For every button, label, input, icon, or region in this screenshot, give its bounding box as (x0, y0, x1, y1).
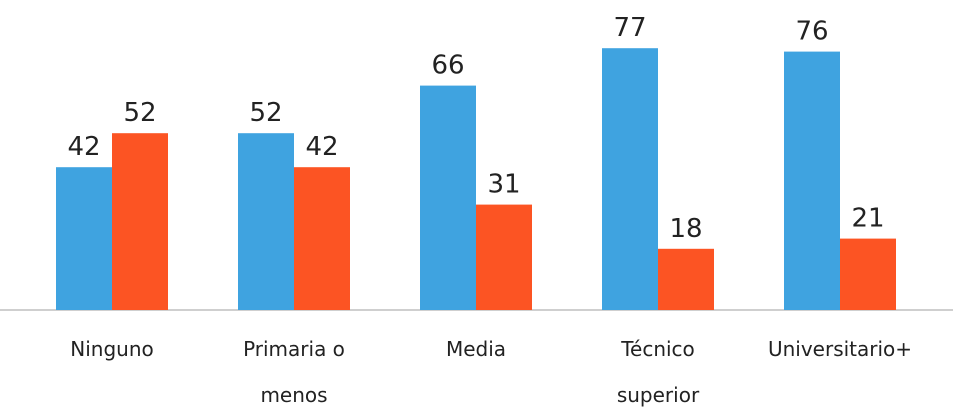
x-tick-label: Técnico superior (616, 337, 700, 407)
value-label: 77 (613, 13, 646, 43)
value-label: 21 (851, 204, 884, 234)
bar (294, 167, 350, 310)
value-label: 31 (487, 170, 520, 200)
value-label: 76 (795, 17, 828, 47)
bar (602, 48, 658, 310)
bar (238, 133, 294, 310)
value-label: 66 (431, 51, 464, 81)
bar (112, 133, 168, 310)
value-label: 42 (305, 132, 338, 162)
x-tick-label: Primaria o menos (243, 337, 345, 407)
bar (784, 51, 840, 310)
value-label: 18 (669, 214, 702, 244)
bar (476, 204, 532, 310)
x-tick-label: Universitario+ (767, 337, 913, 361)
bar (658, 248, 714, 310)
bar (420, 85, 476, 310)
bar (56, 167, 112, 310)
bar (840, 238, 896, 310)
x-tick-label: Media (445, 337, 507, 361)
value-label: 52 (249, 98, 282, 128)
x-tick-label: Ninguno (70, 337, 154, 361)
value-label: 52 (123, 98, 156, 128)
value-label: 42 (67, 132, 100, 162)
